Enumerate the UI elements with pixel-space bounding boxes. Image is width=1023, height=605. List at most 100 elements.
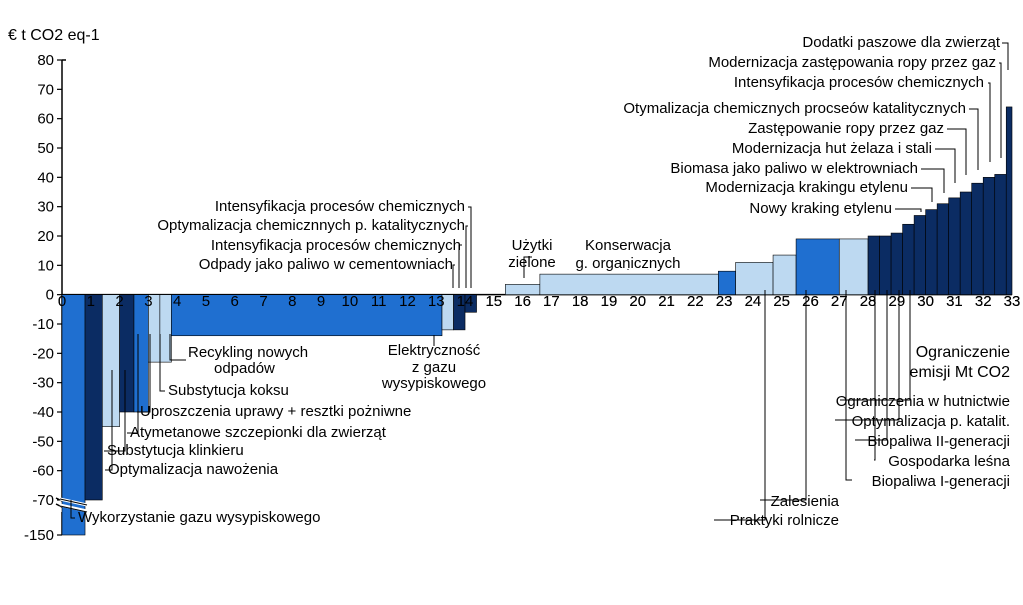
svg-text:5: 5	[202, 293, 210, 310]
annotation: Praktyki rolnicze	[730, 512, 839, 529]
bar-b31	[1006, 107, 1012, 295]
svg-text:40: 40	[37, 169, 54, 186]
bar-b16	[773, 255, 796, 295]
svg-text:28: 28	[860, 293, 877, 310]
svg-text:-150: -150	[24, 527, 54, 544]
annotation: Biopaliwa II-generacji	[867, 433, 1010, 450]
svg-text:Ograniczenie: Ograniczenie	[916, 344, 1010, 361]
annotation: Intensyfikacja procesów chemicznych	[211, 237, 461, 254]
annotation: Otymalizacja chemicznych procseów katali…	[623, 100, 966, 117]
annotation: Gospodarka leśna	[888, 453, 1010, 470]
bar-b23	[914, 215, 926, 294]
annotation: Odpady jako paliwo w cementowniach	[199, 256, 453, 273]
bar-b25	[937, 204, 949, 295]
annotation: Modernizacja hut żelaza i stali	[732, 140, 932, 157]
svg-text:3: 3	[144, 293, 152, 310]
svg-text:80: 80	[37, 52, 54, 69]
svg-text:29: 29	[889, 293, 906, 310]
svg-text:21: 21	[658, 293, 675, 310]
svg-text:6: 6	[231, 293, 239, 310]
svg-text:0: 0	[46, 287, 54, 304]
svg-text:-40: -40	[32, 404, 54, 421]
bar-b14	[718, 271, 735, 294]
bar-b17	[796, 239, 839, 295]
svg-text:30: 30	[917, 293, 934, 310]
svg-text:1: 1	[87, 293, 95, 310]
svg-text:11: 11	[371, 293, 387, 310]
annotation: Konserwacja	[585, 237, 672, 254]
annotation: Biomasa jako paliwo w elektrowniach	[670, 160, 918, 177]
annotation: Elektryczność	[388, 342, 481, 359]
annotation: Intensyfikacja procesów chemicznych	[215, 198, 465, 215]
svg-text:32: 32	[975, 293, 992, 310]
svg-text:27: 27	[831, 293, 848, 310]
svg-text:22: 22	[687, 293, 704, 310]
annotation: Zastępowanie ropy przez gaz	[748, 120, 944, 137]
svg-text:19: 19	[601, 293, 618, 310]
bar-b15	[736, 262, 773, 294]
svg-text:30: 30	[37, 199, 54, 216]
bar-b18	[839, 239, 868, 295]
svg-text:33: 33	[1004, 293, 1021, 310]
annotation: Biopaliwa I-generacji	[872, 473, 1010, 490]
annotation: odpadów	[214, 360, 275, 377]
svg-text:2: 2	[115, 293, 123, 310]
annotation: Ograniczenia w hutnictwie	[836, 393, 1010, 410]
bar-b20	[880, 236, 892, 295]
svg-text:-60: -60	[32, 463, 54, 480]
annotation: Substytucja klinkieru	[107, 442, 244, 459]
svg-text:20: 20	[629, 293, 646, 310]
y-axis-label: € t CO2 eq-1	[8, 27, 100, 44]
annotation: Modernizacja krakingu etylenu	[705, 179, 908, 196]
bar-b4	[120, 295, 134, 412]
bar-b3	[102, 295, 119, 427]
chart-container: 80706050403020100-10-20-30-40-50-60-70-1…	[0, 0, 1023, 605]
svg-text:-70: -70	[32, 492, 54, 509]
svg-text:24: 24	[745, 293, 762, 310]
chart-svg: 80706050403020100-10-20-30-40-50-60-70-1…	[0, 0, 1023, 605]
annotation: Użytki	[512, 237, 553, 254]
annotation: g. organicznych	[575, 255, 680, 272]
svg-text:13: 13	[428, 293, 445, 310]
bar-b24	[926, 210, 938, 295]
svg-text:12: 12	[399, 293, 416, 310]
svg-text:9: 9	[317, 293, 325, 310]
svg-text:emisji Mt CO2: emisji Mt CO2	[910, 364, 1011, 381]
bar-b27	[960, 192, 972, 295]
bar-b19	[868, 236, 880, 295]
annotation: Wykorzystanie gazu wysypiskowego	[78, 509, 320, 526]
annotation: z gazu	[412, 359, 456, 376]
annotation: Substytucja koksu	[168, 382, 289, 399]
annotation: Zalesienia	[771, 493, 840, 510]
svg-text:31: 31	[946, 293, 963, 310]
annotation: Recykling nowych	[188, 344, 308, 361]
annotation: Optymalizacja nawożenia	[108, 461, 279, 478]
svg-text:-10: -10	[32, 316, 54, 333]
svg-text:16: 16	[514, 293, 531, 310]
annotation: wysypiskowego	[381, 375, 486, 392]
annotation: Intensyfikacja procesów chemicznych	[734, 74, 984, 91]
svg-text:18: 18	[572, 293, 589, 310]
svg-text:-30: -30	[32, 375, 54, 392]
svg-text:0: 0	[58, 293, 66, 310]
svg-text:8: 8	[288, 293, 296, 310]
svg-text:15: 15	[485, 293, 502, 310]
svg-text:23: 23	[716, 293, 733, 310]
svg-text:14: 14	[457, 293, 474, 310]
bar-b2	[85, 295, 102, 500]
svg-text:17: 17	[543, 293, 560, 310]
svg-text:-50: -50	[32, 433, 54, 450]
annotation: Modernizacja zastępowania ropy przez gaz	[708, 54, 996, 71]
annotation: Atymetanowe szczepionki dla zwierząt	[130, 424, 387, 441]
annotation: Nowy kraking etylenu	[749, 200, 892, 217]
svg-text:60: 60	[37, 111, 54, 128]
bar-b5	[134, 295, 148, 412]
annotation: zielone	[508, 254, 556, 271]
svg-text:7: 7	[259, 293, 267, 310]
bar-b30	[995, 174, 1007, 294]
bar-b26	[949, 198, 961, 295]
svg-text:70: 70	[37, 81, 54, 98]
annotation: Optymalizacja chemicznnych p. katalitycz…	[157, 217, 465, 234]
svg-text:50: 50	[37, 140, 54, 157]
svg-text:-20: -20	[32, 345, 54, 362]
